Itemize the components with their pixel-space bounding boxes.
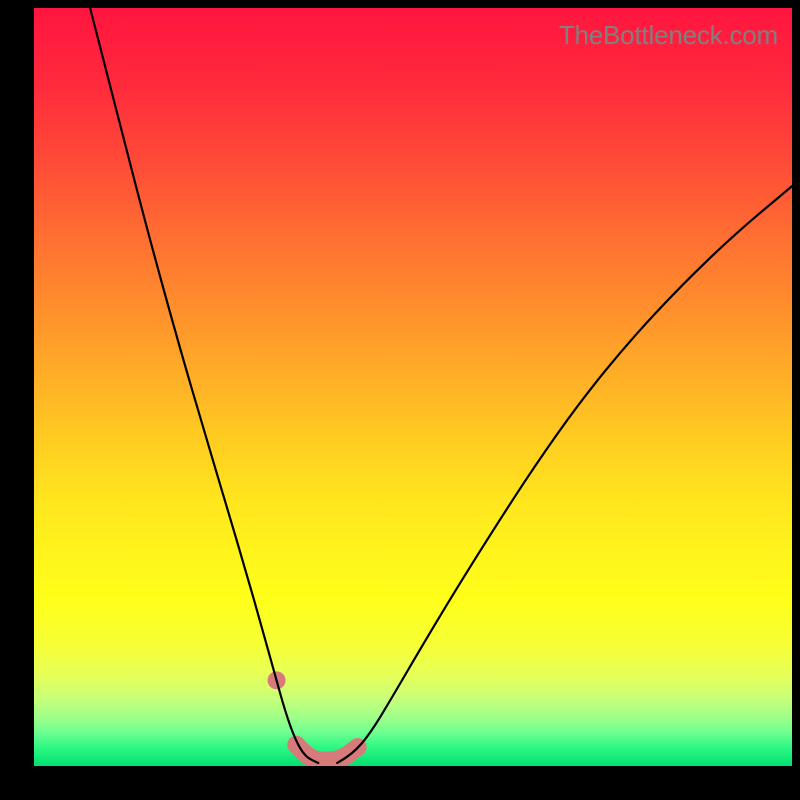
bottleneck-curve-right [337,186,792,763]
frame-border-top [0,0,800,8]
chart-frame: TheBottleneck.com [0,0,800,800]
frame-border-left [0,0,34,800]
plot-area: TheBottleneck.com [34,8,792,766]
frame-border-right [792,0,800,800]
watermark-text: TheBottleneck.com [559,20,778,51]
curve-layer [34,8,792,766]
bottleneck-curve-left [90,8,318,763]
frame-border-bottom [0,766,800,800]
highlight-underline [296,745,357,761]
